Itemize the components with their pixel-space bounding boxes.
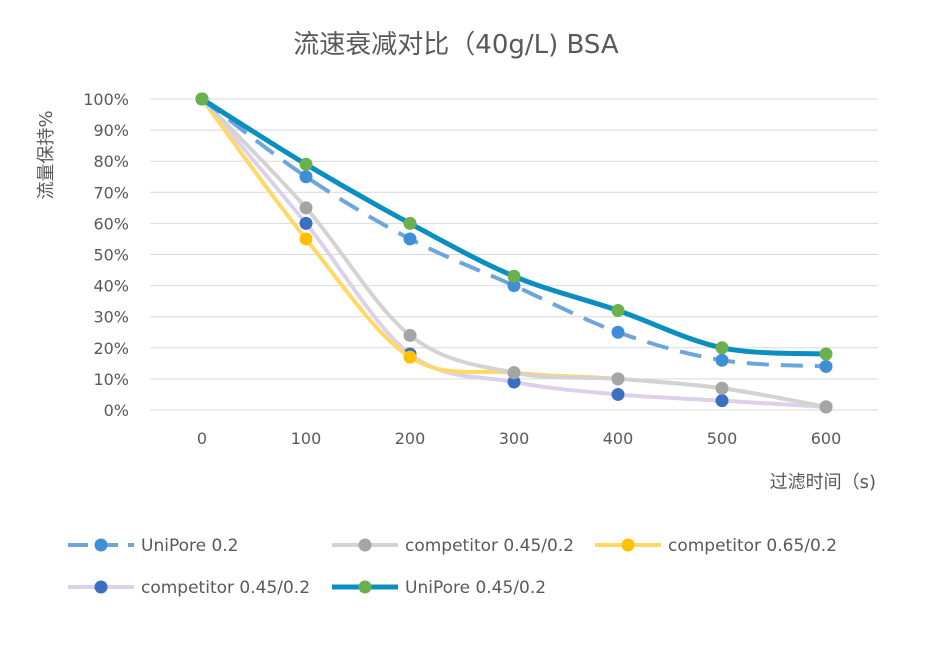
x-tick-label: 400 [603, 429, 634, 448]
x-tick-label: 0 [197, 429, 207, 448]
data-point [715, 394, 729, 408]
y-tick-label: 40% [93, 277, 129, 296]
legend-label: competitor 0.45/0.2 [141, 578, 310, 598]
legend-swatch-marker [94, 538, 108, 552]
data-point [403, 350, 417, 364]
data-point [299, 201, 313, 215]
x-tick-label: 600 [811, 429, 842, 448]
data-point [403, 232, 417, 246]
legend-swatch-marker [621, 538, 635, 552]
data-point [299, 170, 313, 184]
data-point [507, 375, 521, 389]
x-axis-label: 过滤时间（s) [770, 472, 876, 493]
y-tick-label: 0% [104, 401, 129, 420]
data-point [507, 269, 521, 283]
legend-label: UniPore 0.2 [141, 536, 239, 556]
legend-swatch-marker [358, 580, 372, 594]
y-tick-label: 80% [93, 152, 129, 171]
x-tick-label: 500 [707, 429, 738, 448]
y-tick-label: 50% [93, 246, 129, 265]
data-point [819, 359, 833, 373]
y-tick-label: 30% [93, 308, 129, 327]
data-point [611, 372, 625, 386]
chart-title: 流速衰减对比（40g/L) BSA [293, 30, 619, 60]
series-line [200, 97, 827, 369]
data-point [819, 400, 833, 414]
y-tick-label: 90% [93, 121, 129, 140]
y-tick-label: 20% [93, 339, 129, 358]
data-point [403, 216, 417, 230]
data-point [819, 347, 833, 361]
legend-swatch-marker [94, 580, 108, 594]
legend-item: competitor 0.45/0.2 [332, 536, 574, 556]
legend-item: UniPore 0.2 [68, 536, 239, 556]
data-point [299, 216, 313, 230]
data-point [299, 232, 313, 246]
series-5 [195, 92, 833, 361]
y-tick-label: 10% [93, 370, 129, 389]
data-point [507, 279, 521, 293]
data-point [715, 353, 729, 367]
y-axis-ticks: 0% 10% 20% 30% 40% 50% 60% 70% 80% 90% 100% [83, 90, 129, 420]
data-point [611, 325, 625, 339]
data-point [507, 366, 521, 380]
x-tick-label: 200 [395, 429, 426, 448]
x-tick-label: 100 [291, 429, 322, 448]
legend-label: competitor 0.65/0.2 [668, 536, 837, 556]
y-tick-label: 70% [93, 183, 129, 202]
data-point [195, 92, 209, 106]
data-point [611, 387, 625, 401]
legend-label: UniPore 0.45/0.2 [405, 578, 546, 598]
data-point [403, 328, 417, 342]
y-axis-label: 流量保持% [36, 110, 57, 199]
data-point [611, 303, 625, 317]
data-point [299, 157, 313, 171]
series-lines [195, 92, 833, 414]
series-3 [195, 92, 833, 414]
data-point [715, 341, 729, 355]
legend: UniPore 0.2 competitor 0.45/0.2 competitor… [68, 536, 837, 598]
y-tick-label: 60% [93, 214, 129, 233]
y-tick-label: 100% [83, 90, 129, 109]
legend-item: UniPore 0.45/0.2 [332, 578, 546, 598]
data-point [715, 381, 729, 395]
legend-item: competitor 0.65/0.2 [595, 536, 837, 556]
legend-swatch-marker [358, 538, 372, 552]
legend-item: competitor 0.45/0.2 [68, 578, 310, 598]
series-2 [195, 92, 833, 414]
x-tick-label: 300 [499, 429, 530, 448]
x-axis-ticks: 0 100 200 300 400 500 600 [197, 429, 841, 448]
series-1 [195, 92, 833, 373]
series-4 [195, 92, 833, 414]
legend-label: competitor 0.45/0.2 [405, 536, 574, 556]
